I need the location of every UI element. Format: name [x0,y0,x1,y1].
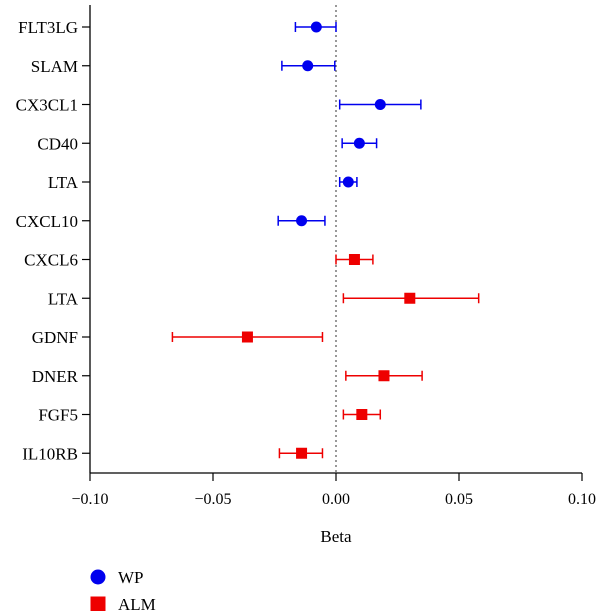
estimate-wp-flt3lg [294,21,337,33]
estimate-alm-cxcl6 [335,254,374,265]
point-marker [378,370,390,382]
point-marker [296,447,308,459]
estimate-alm-lta [342,292,480,304]
x-tick-label: −0.05 [194,491,231,508]
y-category-label: CXCL10 [16,212,78,231]
x-tick-label: 0.00 [322,491,350,508]
x-tick-label: −0.10 [71,491,108,508]
legend: WP ALM [90,568,156,611]
y-category-label: LTA [48,289,79,308]
legend-label: WP [118,568,144,587]
point-marker [404,292,416,304]
estimate-wp-cd40 [341,137,378,149]
estimate-alm-fgf5 [342,409,382,420]
estimate-wp-cxcl10 [277,215,326,227]
estimate-alm-gdnf [171,331,324,343]
x-tick-label: 0.05 [445,491,473,508]
y-category-label: FLT3LG [18,18,78,37]
estimate-wp-cx3cl1 [338,99,422,110]
y-category-label: CXCL6 [24,251,78,270]
y-category-label: CX3CL1 [16,96,78,115]
point-marker [310,21,322,33]
estimate-alm-dner [345,370,423,382]
y-category-label: LTA [48,173,79,192]
estimate-wp-slam [281,60,336,72]
point-marker [348,254,360,265]
y-category-label: DNER [32,367,79,386]
plot-area: −0.10 −0.05 0.00 0.05 0.10 FLT3LG SLAM CX3CL1 CD… [16,5,596,508]
point-marker [374,99,386,110]
point-marker [241,331,253,343]
legend-marker [90,596,106,611]
y-category-label: SLAM [31,57,78,76]
legend-item-wp: WP [90,568,144,587]
x-tick-label: 0.10 [568,491,596,508]
legend-marker [90,569,106,585]
point-marker [302,60,314,72]
legend-item-alm: ALM [90,595,156,611]
point-marker [356,409,368,420]
y-category-label: GDNF [32,328,78,347]
estimate-alm-il10rb [278,447,324,459]
y-category-label: FGF5 [38,406,78,425]
y-category-label: IL10RB [22,444,78,463]
point-marker [342,176,354,188]
legend-label: ALM [118,595,156,611]
point-marker [296,215,308,227]
point-marker [353,137,365,149]
x-axis-title: Beta [320,527,352,546]
estimate-wp-lta [338,176,358,188]
y-category-label: CD40 [37,134,78,153]
